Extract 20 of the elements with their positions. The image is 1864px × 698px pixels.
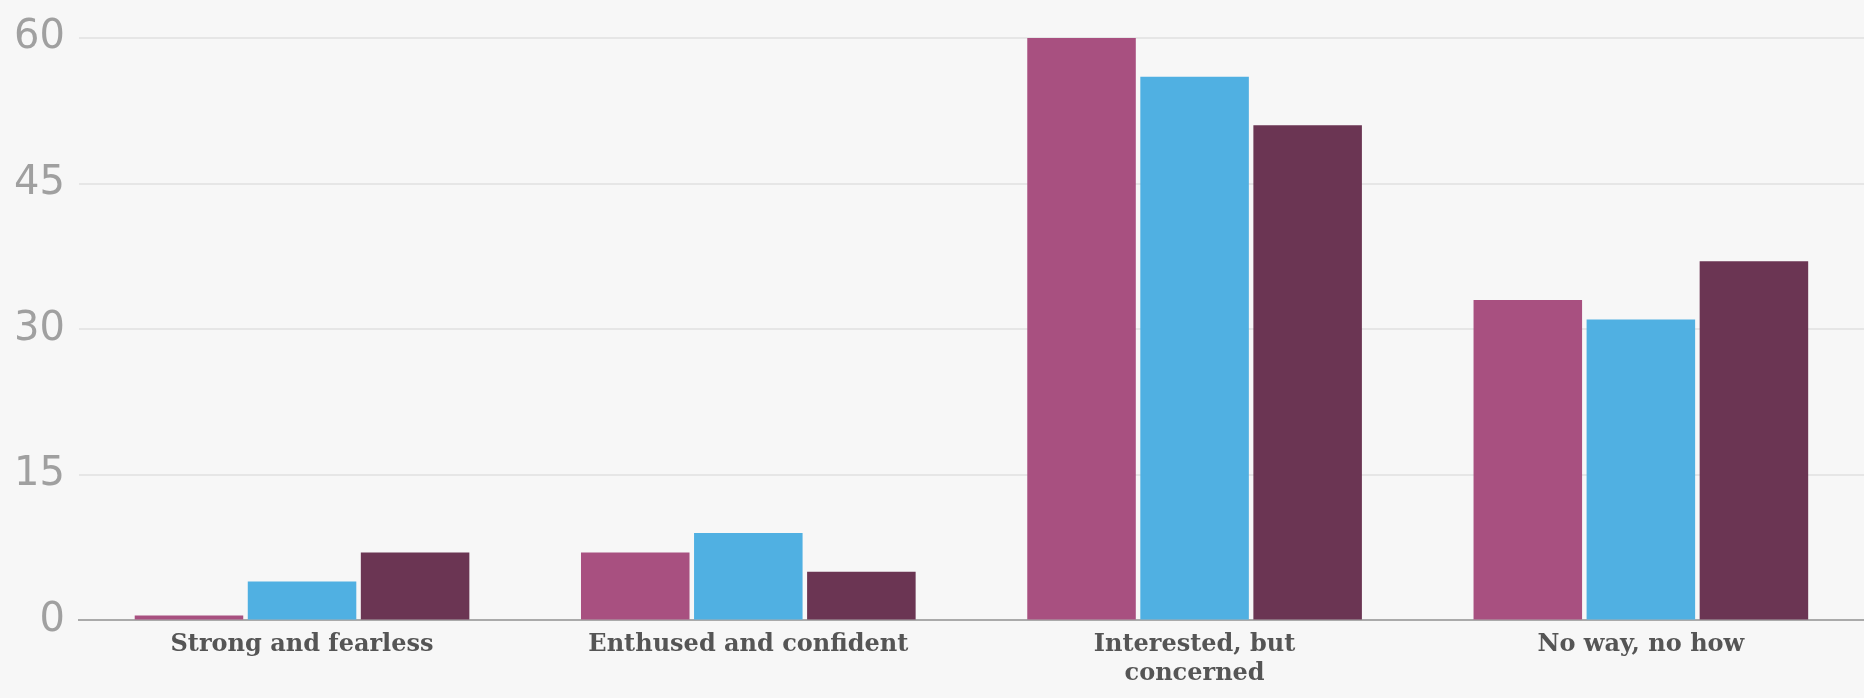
bar <box>807 571 916 620</box>
bar <box>1586 319 1696 620</box>
y-tick-label: 0 <box>39 593 65 640</box>
y-tick-label: 30 <box>13 302 65 349</box>
bar <box>1140 76 1249 620</box>
bar <box>247 581 357 620</box>
y-tick-label: 15 <box>13 448 65 495</box>
y-tick-label: 60 <box>13 11 65 58</box>
bar <box>580 552 690 620</box>
bar <box>360 552 470 620</box>
x-tick-label: Interested, but concerned <box>1093 628 1296 686</box>
bar <box>1699 261 1809 620</box>
x-tick-label: No way, no how <box>1537 628 1746 658</box>
bar <box>1473 300 1583 620</box>
x-tick-label: Strong and fearless <box>170 628 434 658</box>
bar <box>694 533 803 620</box>
x-tick-label: Enthused and confident <box>588 628 909 658</box>
bar <box>1253 125 1362 620</box>
bar <box>1027 38 1136 620</box>
y-tick-label: 45 <box>13 156 65 203</box>
